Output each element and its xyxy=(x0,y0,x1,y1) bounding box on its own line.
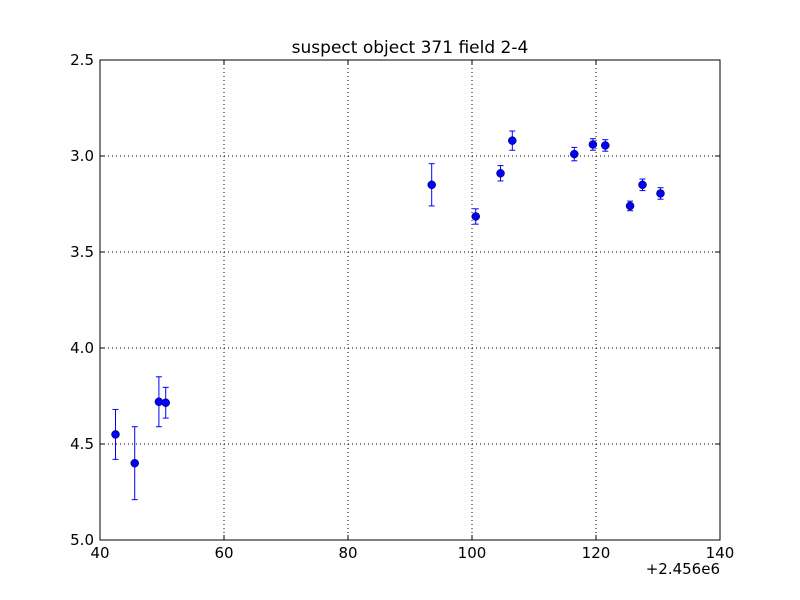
data-point xyxy=(601,141,610,150)
y-tick-label: 5.0 xyxy=(70,531,94,549)
x-tick-label: 60 xyxy=(214,544,233,562)
y-tick-label: 4.5 xyxy=(70,435,94,453)
x-tick-label: 80 xyxy=(338,544,357,562)
x-tick-labels: 40 60 80 100 120 140 xyxy=(90,544,734,562)
data-point xyxy=(496,169,505,178)
data-point xyxy=(638,180,647,190)
x-tick-label: 120 xyxy=(582,544,611,562)
y-tick-label: 3.5 xyxy=(70,243,94,261)
data-points xyxy=(111,136,665,468)
ticks xyxy=(99,59,721,541)
y-tick-label: 2.5 xyxy=(70,51,94,69)
data-point xyxy=(111,430,120,439)
data-point xyxy=(570,149,579,159)
x-tick-label: 40 xyxy=(90,544,109,562)
data-point xyxy=(656,189,665,198)
data-point xyxy=(625,201,635,211)
plot-frame xyxy=(99,59,721,541)
data-point xyxy=(427,180,436,190)
y-tick-label: 4.0 xyxy=(70,339,94,357)
data-point xyxy=(161,398,170,407)
chart-title: suspect object 371 field 2-4 xyxy=(292,38,529,58)
data-point xyxy=(130,458,139,468)
x-tick-label: 100 xyxy=(458,544,487,562)
y-tick-labels: 2.5 3.0 3.5 4.0 4.5 5.0 xyxy=(70,51,94,549)
data-point xyxy=(471,212,480,221)
plot-area xyxy=(100,60,720,540)
data-point xyxy=(508,136,517,145)
x-tick-label: 140 xyxy=(706,544,735,562)
data-point xyxy=(588,140,598,149)
grid xyxy=(100,60,720,540)
y-tick-label: 3.0 xyxy=(70,147,94,165)
x-offset-label: +2.456e6 xyxy=(646,560,720,578)
